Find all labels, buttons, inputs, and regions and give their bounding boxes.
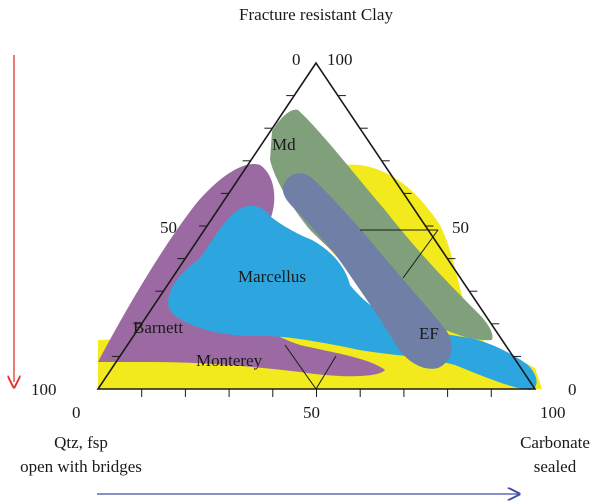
monterey-label: Monterey (196, 351, 263, 370)
ef-region (282, 173, 452, 369)
left-apex-label-line1: Qtz, fsp (54, 433, 108, 452)
guide-lines (284, 229, 439, 390)
tick-left-hundred: 100 (31, 380, 57, 399)
tick-top-hundred: 100 (327, 50, 353, 69)
tick-right-fifty: 50 (452, 218, 469, 237)
md-label: Md (272, 135, 296, 154)
right-apex-label-line1: Carbonate (520, 433, 590, 452)
md-region (270, 109, 493, 341)
marcellus-label: Marcellus (238, 267, 306, 286)
tick-bottom-fifty: 50 (303, 403, 320, 422)
tick-left-fifty: 50 (160, 218, 177, 237)
tick-bottom-zero: 0 (72, 403, 81, 422)
tick-right-zero: 0 (568, 380, 577, 399)
tick-bottom-hundred: 100 (540, 403, 566, 422)
right-apex-label-line2: sealed (534, 457, 577, 476)
tick-top-zero: 0 (292, 50, 301, 69)
left-apex-label-line2: open with bridges (20, 457, 142, 476)
tick-marks (111, 95, 522, 397)
ef-label: EF (419, 324, 439, 343)
barnett-label: Barnett (133, 318, 183, 337)
top-apex-label: Fracture resistant Clay (239, 5, 393, 24)
